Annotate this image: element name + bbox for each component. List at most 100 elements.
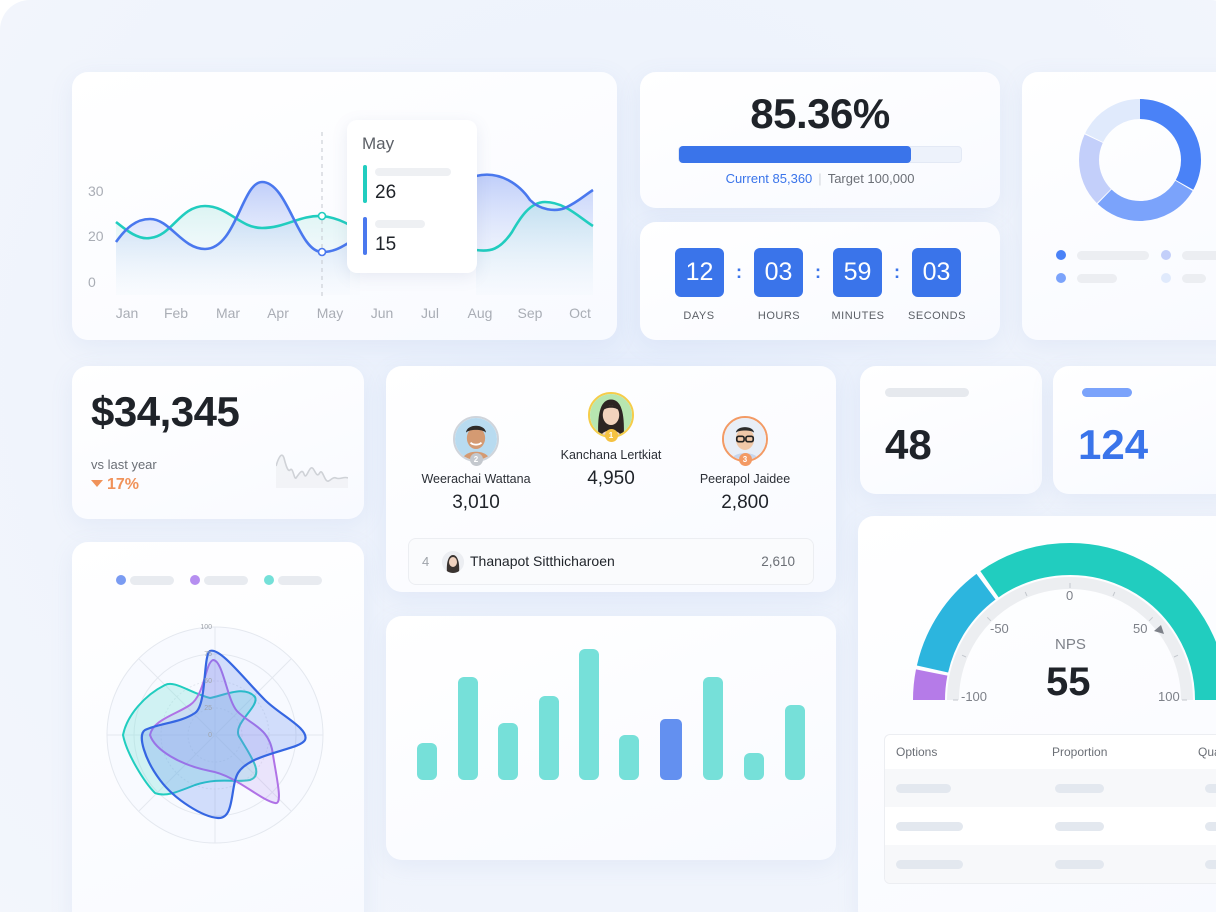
column-header-proportion[interactable]: Proportion [1052,745,1108,759]
countdown-hours: 03 [754,248,803,297]
down-arrow-icon [91,480,103,487]
bar-6[interactable] [619,735,639,780]
countdown-seconds: 03 [912,248,961,297]
leaderboard-score: 3,010 [452,492,500,513]
tooltip-series-b-marker [363,217,367,255]
stat-card-2: 124 [1053,366,1216,494]
countdown-days: 12 [675,248,724,297]
revenue-sparkline [276,454,348,488]
progress-bar-fill [679,146,911,163]
rank-badge: 2 [469,453,483,466]
radar-chart[interactable]: 100 75 50 25 0 [100,618,330,848]
cell-placeholder [896,784,951,793]
bar-4[interactable] [539,696,559,780]
avatar: 3 [722,416,768,466]
cell-placeholder [1205,784,1216,793]
tooltip-series-b-label-placeholder [375,220,425,228]
countdown-seconds-label: SECONDS [908,310,966,322]
leaderboard-entry-1[interactable]: 1 Kanchana Lertkiat 4,950 [531,392,691,490]
legend-label-placeholder [278,576,322,585]
bar-9[interactable] [744,753,764,780]
bar-5[interactable] [579,649,599,780]
table-row[interactable] [885,845,1216,883]
stat-label-placeholder [1082,388,1132,397]
bar-3[interactable] [498,723,518,780]
line-chart[interactable] [0,0,620,340]
options-table: Options Proportion Qua [884,734,1216,884]
tooltip-series-a-label-placeholder [375,168,451,176]
stat-value: 124 [1078,421,1149,468]
revenue-card: $34,345 vs last year 17% [72,366,364,519]
revenue-change-value: 17% [107,476,140,493]
rank-badge: 3 [738,453,752,466]
leaderboard-score: 2,800 [721,492,769,513]
gauge-value: 55 [1046,660,1091,704]
progress-bar [678,146,962,163]
countdown-minutes: 59 [833,248,882,297]
gauge-tick--50: -50 [990,621,1009,636]
x-label-aug: Aug [467,305,493,321]
radar-tick-25: 25 [204,705,212,712]
avatar: 2 [453,416,499,466]
leaderboard-entry-3[interactable]: 3 Peerapol Jaidee 2,800 [665,416,825,514]
chart-tooltip: May 26 15 [347,120,477,273]
y-tick-20: 20 [88,228,104,244]
rank-badge: 1 [604,429,618,442]
legend-dot-1 [1056,250,1066,260]
donut-chart[interactable] [1070,90,1210,230]
cell-placeholder [1205,822,1216,831]
stat-value: 48 [885,421,932,468]
radar-tick-100: 100 [200,624,212,631]
tooltip-series-a-marker [363,165,367,203]
x-label-jun: Jun [370,305,394,321]
table-row[interactable] [885,807,1216,845]
legend-label-placeholder [204,576,248,585]
gauge-tick-0: 0 [1066,588,1074,603]
leaderboard-name: Kanchana Lertkiat [560,448,662,462]
column-header-options[interactable]: Options [896,745,938,759]
x-label-apr: Apr [267,305,289,321]
bar-chart[interactable] [386,616,836,860]
progress-card: 85.36% Current 85,360 | Target 100,000 [640,72,1000,208]
legend-dot-3 [1056,273,1066,283]
x-label-jul: Jul [421,305,439,321]
bar-1[interactable] [417,743,437,780]
leaderboard-name: Weerachai Wattana [421,472,531,486]
x-label-feb: Feb [163,305,189,321]
nps-gauge [912,542,1216,701]
tooltip-series-a-value: 26 [375,182,397,203]
table-row[interactable] [885,769,1216,807]
leaderboard-name: Thanapot Sitthicharoen [470,553,615,569]
y-tick-30: 30 [88,183,104,199]
person-icon [442,551,464,573]
leaderboard-name: Peerapol Jaidee [699,472,791,486]
radar-tick-50: 50 [204,678,212,685]
countdown-minutes-label: MINUTES [831,310,885,322]
cell-placeholder [1055,784,1104,793]
legend-dot-teal [264,575,274,585]
leaderboard-row[interactable]: 4 Thanapot Sitthicharoen 2,610 [408,538,814,585]
tooltip-series-b-value: 15 [375,234,397,255]
leaderboard-rank: 4 [422,554,430,569]
bar-2[interactable] [458,677,478,780]
column-header-quantity[interactable]: Qua [1198,745,1216,759]
countdown-colon: : [815,262,821,282]
cell-placeholder [1055,822,1104,831]
y-tick-0: 0 [88,274,96,290]
leaderboard-entry-2[interactable]: 2 Weerachai Wattana 3,010 [396,416,556,514]
x-label-may: May [316,305,344,321]
bar-10[interactable] [785,705,805,780]
leaderboard-score: 4,950 [587,468,635,489]
legend-dot-blue [116,575,126,585]
legend-label-placeholder-3 [1077,274,1117,283]
countdown-card: 12 : 03 : 59 : 03 DAYS HOURS MINUTES SEC… [640,222,1000,340]
revenue-comparison-label: vs last year [91,457,157,472]
tooltip-title: May [362,134,395,153]
bar-7-highlighted[interactable] [660,719,682,780]
progress-separator: | [818,171,822,186]
bar-8[interactable] [703,677,723,780]
progress-legend: Current 85,360 | Target 100,000 [640,171,1000,186]
legend-label-placeholder-2 [1182,251,1216,260]
revenue-amount: $34,345 [91,388,240,435]
gauge-tick-100: 100 [1158,689,1180,704]
